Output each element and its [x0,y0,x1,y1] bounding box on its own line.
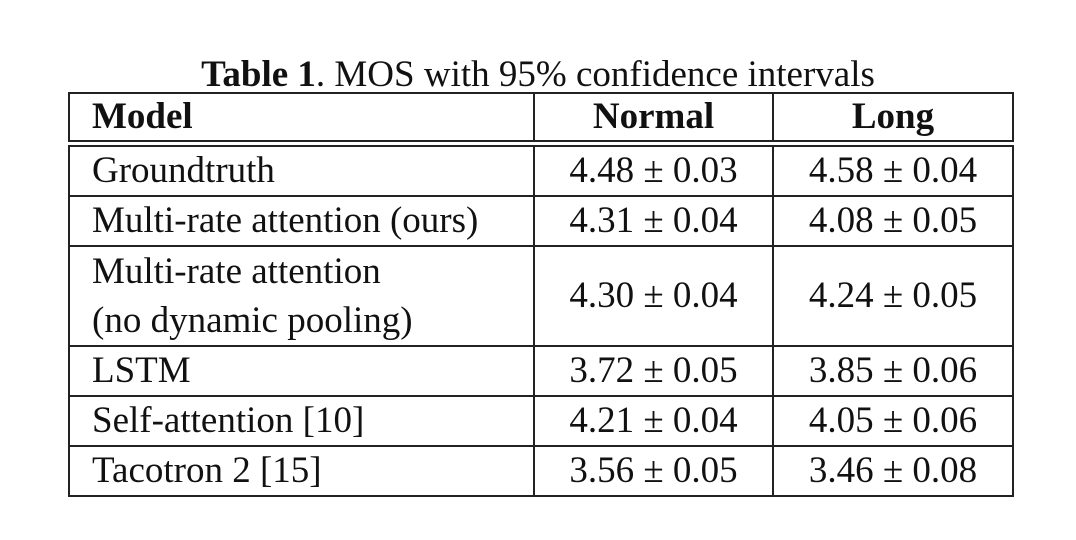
header-normal: Normal [533,92,774,147]
long-cell: 3.46 ± 0.08 [772,445,1014,497]
long-cell: 4.08 ± 0.05 [772,195,1014,247]
long-cell: 4.05 ± 0.06 [772,395,1014,447]
model-cell-line1: Multi-rate attention [92,251,381,292]
table-label: Table 1 [201,54,316,95]
table-row: Multi-rate attention (no dynamic pooling)… [68,245,1014,347]
table-row: Multi-rate attention (ours) 4.31 ± 0.04 … [68,195,1014,247]
table-row: LSTM 3.72 ± 0.05 3.85 ± 0.06 [68,345,1014,397]
model-cell: Multi-rate attention (ours) [68,195,535,247]
model-cell: LSTM [68,345,535,397]
model-cell: Self-attention [10] [68,395,535,447]
normal-cell: 4.31 ± 0.04 [533,195,774,247]
normal-cell: 3.56 ± 0.05 [533,445,774,497]
normal-cell: 4.48 ± 0.03 [533,142,774,197]
model-cell-line2: (no dynamic pooling) [92,300,413,341]
header-row: Model Normal Long [68,92,1014,147]
normal-cell: 4.30 ± 0.04 [533,245,774,347]
table-row: Tacotron 2 [15] 3.56 ± 0.05 3.46 ± 0.08 [68,445,1014,497]
header-long: Long [772,92,1014,147]
normal-cell: 4.21 ± 0.04 [533,395,774,447]
normal-cell: 3.72 ± 0.05 [533,345,774,397]
mos-table: Model Normal Long Groundtruth 4.48 ± 0.0… [68,92,1014,497]
caption-text: . MOS with 95% confidence intervals [315,54,875,95]
model-cell: Tacotron 2 [15] [68,445,535,497]
model-cell: Multi-rate attention (no dynamic pooling) [68,245,535,347]
table-row: Groundtruth 4.48 ± 0.03 4.58 ± 0.04 [68,142,1014,197]
table-caption: Table 1. MOS with 95% confidence interva… [0,53,1076,97]
model-cell: Groundtruth [68,142,535,197]
long-cell: 4.58 ± 0.04 [772,142,1014,197]
header-model: Model [68,92,535,147]
table-row: Self-attention [10] 4.21 ± 0.04 4.05 ± 0… [68,395,1014,447]
long-cell: 3.85 ± 0.06 [772,345,1014,397]
long-cell: 4.24 ± 0.05 [772,245,1014,347]
